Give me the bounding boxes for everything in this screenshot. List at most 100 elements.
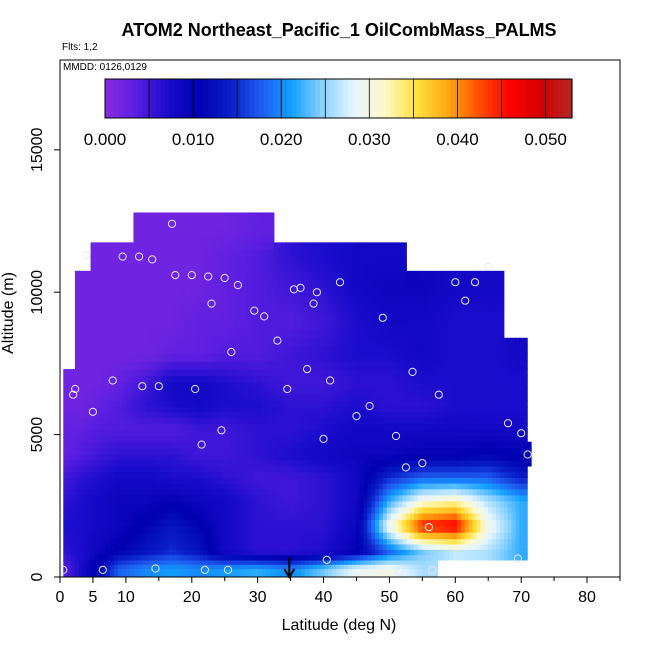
heatmap-cell <box>238 483 244 490</box>
heatmap-cell <box>117 400 123 407</box>
heatmap-cell <box>382 411 388 419</box>
heatmap-cell <box>98 559 103 565</box>
heatmap-cell <box>191 320 197 330</box>
heatmap-cell <box>301 471 306 478</box>
heatmap-cell <box>145 568 150 574</box>
heatmap-cell <box>460 519 466 527</box>
heatmap-cell <box>106 465 111 473</box>
heatmap-cell <box>488 400 493 407</box>
heatmap-cell <box>304 488 310 496</box>
heatmap-cell <box>168 441 174 449</box>
heatmap-cell <box>363 465 368 473</box>
heatmap-cell <box>456 406 462 413</box>
heatmap-cell <box>269 394 275 402</box>
heatmap-cell <box>343 559 349 565</box>
heatmap-cell <box>390 441 396 449</box>
heatmap-cell <box>480 417 485 425</box>
heatmap-cell <box>180 345 185 355</box>
heatmap-cell <box>437 554 442 561</box>
heatmap-cell <box>363 345 368 355</box>
heatmap-cell <box>254 441 259 449</box>
heatmap-cell <box>258 388 263 396</box>
heatmap-cell <box>343 568 349 574</box>
heatmap-cell <box>453 312 458 322</box>
heatmap-cell <box>246 549 251 556</box>
heatmap-cell <box>67 459 72 467</box>
heatmap-cell <box>453 465 458 473</box>
heatmap-cell <box>242 459 248 467</box>
heatmap-cell <box>456 488 462 496</box>
heatmap-cell <box>507 500 513 508</box>
heatmap-cell <box>94 345 99 355</box>
heatmap-cell <box>418 459 423 467</box>
heatmap-cell <box>472 312 478 322</box>
heatmap-cell <box>320 394 326 402</box>
heatmap-cell <box>203 400 209 407</box>
heatmap-cell <box>265 554 271 561</box>
heatmap-cell <box>324 512 329 520</box>
heatmap-cell <box>223 519 228 527</box>
heatmap-cell <box>425 411 431 419</box>
heatmap-cell <box>113 312 119 322</box>
heatmap-cell <box>117 337 123 347</box>
heatmap-cell <box>207 525 213 533</box>
heatmap-cell <box>238 329 244 339</box>
heatmap-cell <box>418 538 423 545</box>
heatmap-cell <box>394 477 400 484</box>
heatmap-cell <box>320 500 326 508</box>
heatmap-cell <box>499 423 505 431</box>
heatmap-cell <box>71 453 76 461</box>
heatmap-cell <box>406 564 411 570</box>
heatmap-cell <box>281 494 287 502</box>
heatmap-cell <box>503 375 509 383</box>
heatmap-cell <box>312 381 318 389</box>
heatmap-cell <box>285 506 290 514</box>
heatmap-cell <box>304 381 310 389</box>
heatmap-cell <box>242 353 248 362</box>
heatmap-cell <box>437 532 442 540</box>
heatmap-cell <box>406 543 411 550</box>
heatmap-cell <box>503 471 509 478</box>
heatmap-cell <box>184 320 189 330</box>
heatmap-cell <box>406 453 411 461</box>
heatmap-cell <box>110 388 115 396</box>
heatmap-cell <box>215 538 220 545</box>
heatmap-cell <box>441 471 446 478</box>
heatmap-cell <box>156 435 162 443</box>
heatmap-cell <box>441 369 446 377</box>
heatmap-cell <box>324 406 329 413</box>
heatmap-cell <box>379 554 384 561</box>
heatmap-cell <box>410 459 415 467</box>
heatmap-cell <box>445 465 450 473</box>
heatmap-cell <box>90 525 96 533</box>
heatmap-cell <box>168 337 174 347</box>
heatmap-cell <box>492 549 497 556</box>
heatmap-cell <box>297 417 302 425</box>
heatmap-cell <box>164 406 170 413</box>
heatmap-cell <box>495 441 501 449</box>
heatmap-cell <box>425 353 431 362</box>
heatmap-cell <box>449 417 454 425</box>
heatmap-cell <box>227 429 232 437</box>
heatmap-cell <box>511 353 517 362</box>
heatmap-cell <box>464 345 470 355</box>
heatmap-cell <box>394 519 400 527</box>
heatmap-cell <box>515 369 520 377</box>
heatmap-cell <box>238 512 244 520</box>
heatmap-cell <box>195 564 201 570</box>
heatmap-cell <box>410 554 415 561</box>
heatmap-cell <box>394 465 400 473</box>
heatmap-cell <box>464 361 470 370</box>
heatmap-cell <box>359 525 365 533</box>
heatmap-cell <box>519 506 524 514</box>
heatmap-cell <box>203 488 209 496</box>
heatmap-cell <box>523 369 528 377</box>
heatmap-cell <box>320 312 326 322</box>
heatmap-cell <box>281 441 287 449</box>
heatmap-cell <box>476 525 481 533</box>
heatmap-cell <box>402 453 407 461</box>
heatmap-cell <box>410 494 415 502</box>
heatmap-cell <box>379 572 384 577</box>
heatmap-cell <box>265 532 271 540</box>
heatmap-cell <box>207 453 213 461</box>
